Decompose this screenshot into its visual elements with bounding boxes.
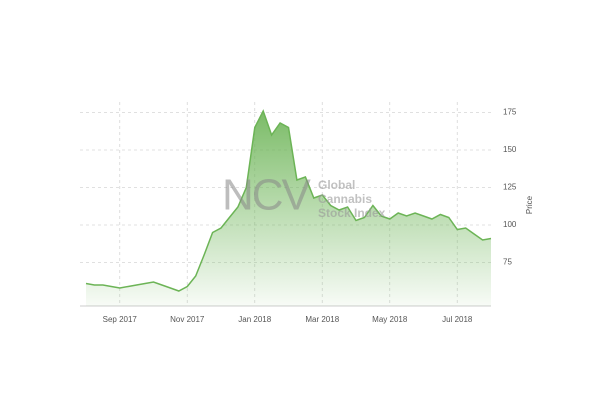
x-tick-label: Mar 2018 — [305, 315, 339, 324]
x-tick-label: Sep 2017 — [103, 315, 138, 324]
x-tick-label: Nov 2017 — [170, 315, 205, 324]
watermark-text: Global — [318, 178, 355, 192]
y-tick-label: 125 — [503, 183, 517, 192]
y-tick-label: 100 — [503, 220, 517, 229]
y-axis-title: Price — [525, 195, 534, 214]
watermark-text: Stock Index — [318, 206, 386, 220]
x-tick-label: May 2018 — [372, 315, 408, 324]
y-tick-label: 175 — [503, 108, 517, 117]
watermark-logo: NCV — [222, 171, 312, 220]
y-tick-label: 75 — [503, 258, 512, 267]
y-tick-label: 150 — [503, 145, 517, 154]
plot-area: 75 100 125 150 175 Sep 2017 Nov 2017 Jan 2018 Ma… — [80, 102, 517, 324]
line — [85, 109, 492, 292]
area — [86, 111, 491, 306]
x-tick-label: Jan 2018 — [238, 315, 271, 324]
watermark-text: Cannabis — [318, 192, 372, 206]
x-tick-label: Jul 2018 — [442, 315, 473, 324]
